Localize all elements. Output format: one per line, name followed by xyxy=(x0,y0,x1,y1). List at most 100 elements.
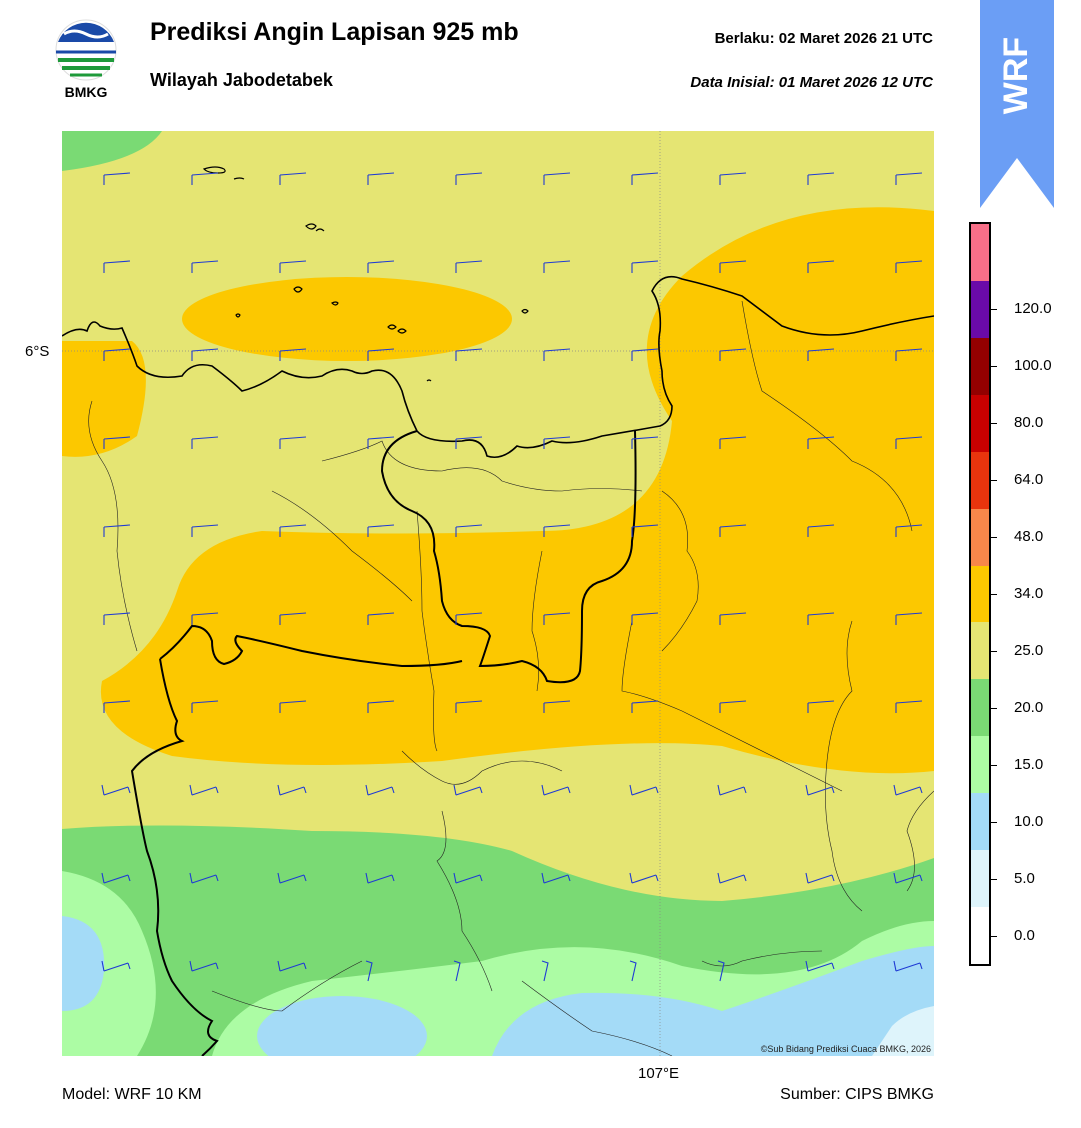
wind-barb xyxy=(455,524,483,537)
wind-barb xyxy=(453,872,483,884)
wind-barb xyxy=(805,960,835,972)
colorbar-tick-label: 25.0 xyxy=(1014,641,1044,659)
wind-barb xyxy=(719,700,747,713)
wind-barb xyxy=(895,436,923,449)
contour-25-34-island xyxy=(182,277,512,361)
wind-barb xyxy=(367,260,395,273)
wind-barb xyxy=(191,172,219,185)
wind-barb xyxy=(717,960,725,982)
wind-barb xyxy=(455,700,483,713)
colorbar-tick-label: 10.0 xyxy=(1014,812,1044,830)
wind-barb xyxy=(807,348,835,361)
wind-barb xyxy=(717,784,747,796)
wind-barb xyxy=(631,260,659,273)
wind-barb xyxy=(895,700,923,713)
colorbar-segment xyxy=(971,850,989,908)
wind-barb xyxy=(453,960,461,982)
wind-barb xyxy=(543,700,571,713)
contour-5-10-west xyxy=(62,916,105,1011)
wind-barb xyxy=(365,784,395,796)
colorbar-segment xyxy=(971,451,989,509)
wind-barb xyxy=(189,784,219,796)
wind-barb xyxy=(895,172,923,185)
wind-barb xyxy=(541,784,571,796)
wind-barb xyxy=(103,260,131,273)
colorbar-tick xyxy=(990,309,997,311)
wrf-badge-label: WRF xyxy=(997,36,1036,114)
colorbar-tick xyxy=(990,366,997,368)
wind-barb xyxy=(191,260,219,273)
wind-barb xyxy=(367,436,395,449)
bmkg-logo-icon xyxy=(55,19,117,81)
islands xyxy=(202,166,529,382)
wind-barbs xyxy=(101,172,923,982)
wind-barb xyxy=(367,700,395,713)
colorbar-segment xyxy=(971,508,989,566)
wind-barb xyxy=(895,524,923,537)
wind-barb xyxy=(191,436,219,449)
colorbar-tick-label: 0.0 xyxy=(1014,926,1035,944)
colorbar-segment xyxy=(971,622,989,680)
wind-barb xyxy=(717,872,747,884)
lat-label: 6°S xyxy=(25,343,50,360)
wind-barb xyxy=(103,700,131,713)
contour-10-15-sw xyxy=(62,871,156,1056)
colorbar-tick xyxy=(990,650,997,652)
wind-barb xyxy=(807,172,835,185)
wind-barb xyxy=(279,524,307,537)
colorbar-tick xyxy=(990,935,997,937)
colorbar-tick-label: 64.0 xyxy=(1014,471,1044,489)
wind-barb xyxy=(807,612,835,625)
wind-barb xyxy=(893,960,923,972)
wind-barb xyxy=(191,700,219,713)
wind-barb xyxy=(101,872,131,884)
contour-25-34-main xyxy=(100,207,934,774)
wind-barb xyxy=(455,612,483,625)
colorbar-tick-label: 80.0 xyxy=(1014,414,1044,432)
map-credit: ©Sub Bidang Prediksi Cuaca BMKG, 2026 xyxy=(760,1044,931,1054)
colorbar-segment xyxy=(971,337,989,395)
logo-text: BMKG xyxy=(64,84,108,100)
wind-barb xyxy=(631,436,659,449)
wind-barb xyxy=(543,612,571,625)
wind-barb xyxy=(631,700,659,713)
wind-barb xyxy=(279,612,307,625)
colorbar-segment xyxy=(971,224,989,281)
contour-25-34-left xyxy=(62,341,146,457)
wind-barb xyxy=(103,524,131,537)
colorbar-tick xyxy=(990,821,997,823)
wind-barb xyxy=(719,524,747,537)
wind-barb xyxy=(455,172,483,185)
chart-title: Prediksi Angin Lapisan 925 mb xyxy=(150,18,519,46)
wind-barb xyxy=(629,872,659,884)
wind-barb xyxy=(807,260,835,273)
colorbar-segment xyxy=(971,565,989,623)
contour-0-5-se xyxy=(872,1006,934,1056)
wind-barb xyxy=(279,260,307,273)
colorbar-segment xyxy=(971,280,989,338)
wind-barb xyxy=(101,784,131,796)
province-boundaries xyxy=(130,430,637,1057)
colorbar xyxy=(969,222,991,966)
wind-barb xyxy=(719,260,747,273)
model-label: Model: WRF 10 KM xyxy=(62,1086,202,1103)
wind-barb xyxy=(543,524,571,537)
colorbar-tick xyxy=(990,423,997,425)
wind-barb xyxy=(893,872,923,884)
colorbar-tick-label: 15.0 xyxy=(1014,755,1044,773)
wind-barb xyxy=(719,172,747,185)
colorbar-segment xyxy=(971,736,989,794)
chart-subtitle: Wilayah Jabodetabek xyxy=(150,70,333,90)
wind-barb xyxy=(807,436,835,449)
wind-barb xyxy=(543,436,571,449)
coastline xyxy=(61,275,935,459)
colorbar-tick-label: 34.0 xyxy=(1014,585,1044,602)
colorbar-tick xyxy=(990,764,997,766)
wind-barb xyxy=(805,872,835,884)
wind-barb xyxy=(189,872,219,884)
admin-boundaries xyxy=(88,300,935,1057)
wind-barb xyxy=(367,172,395,185)
wind-barb xyxy=(277,784,307,796)
wind-barb xyxy=(631,524,659,537)
colorbar-tick-label: 20.0 xyxy=(1014,698,1044,716)
